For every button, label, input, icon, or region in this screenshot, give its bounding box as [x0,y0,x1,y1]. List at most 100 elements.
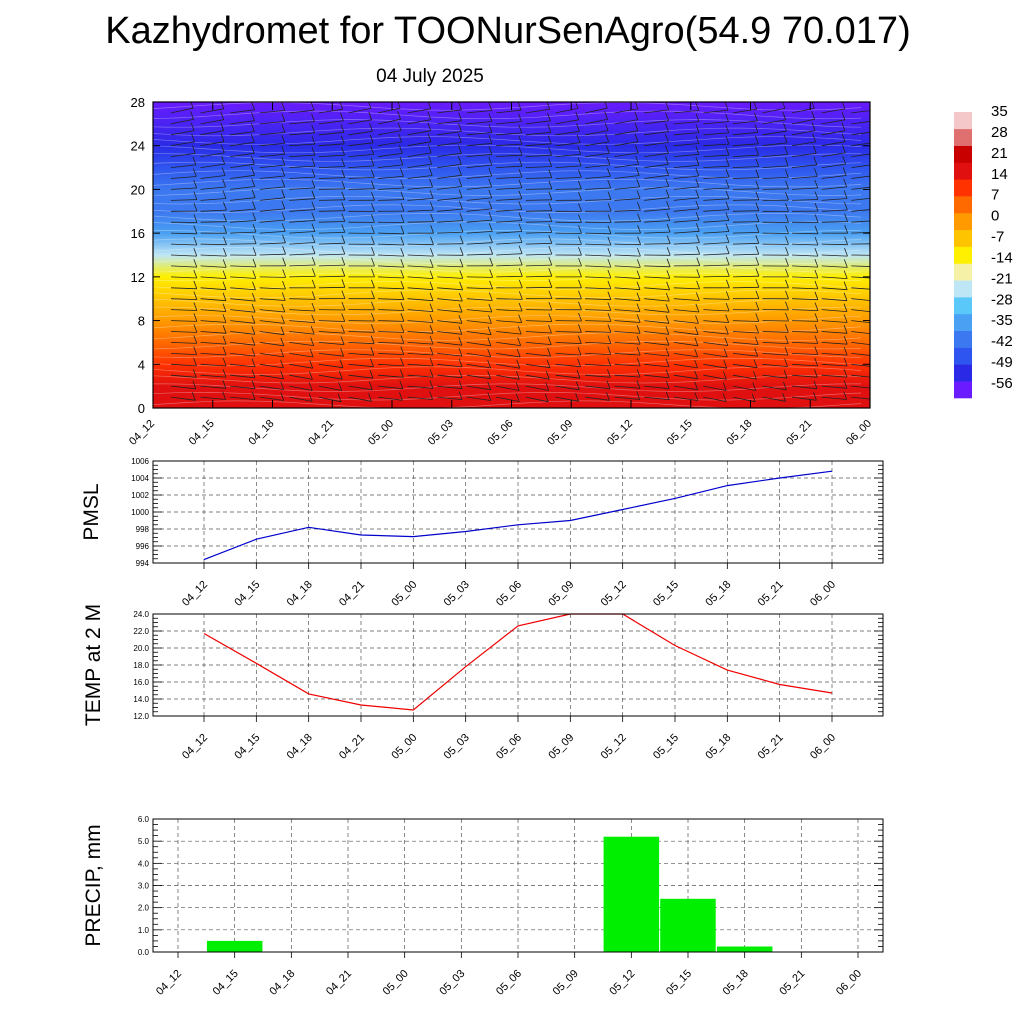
wind-barb [673,253,700,256]
wind-barb-flag [785,214,789,223]
wind-barb-flag [341,256,346,266]
wind-barb-flag [429,292,434,301]
wind-barb [821,186,847,190]
wind-barb-flag [694,370,699,379]
wind-barb-flag [607,236,612,246]
wind-barb [614,363,641,367]
wind-barb [170,385,196,390]
wind-barb-flag [725,158,730,167]
wind-barb [466,186,492,190]
precip-axis-label: PRECIP, mm [82,824,105,946]
wind-barb-flag [488,135,493,144]
wind-barb-flag [400,280,405,289]
wind-barb-flag [548,202,553,211]
wind-barb [614,309,641,312]
wind-barb [762,374,788,379]
wind-barb [230,152,255,157]
wind-barb [732,131,758,136]
x-tick-label: 05_12 [605,418,635,448]
wind-barb [289,109,315,114]
wind-barb-flag [341,313,346,322]
wind-barb [673,309,699,313]
wind-barb-flag [725,268,730,277]
wind-barb-flag [251,315,256,324]
wind-barb-flag [636,380,641,389]
wind-barb-flag [843,346,848,356]
wind-barb [407,198,434,201]
wind-barb [466,298,493,301]
wind-barb [377,320,404,322]
wind-barb [732,242,759,245]
wind-barb-flag [487,370,491,379]
wind-barb-flag [280,392,285,401]
wind-barb-flag [725,201,730,210]
colorbar-label: -28 [991,291,1013,308]
wind-barb [614,108,638,114]
wind-barb [585,363,611,367]
wind-barb [673,385,698,391]
isotherm-line [153,153,862,162]
wind-barb [259,309,285,313]
wind-barb-flag [873,370,876,378]
y-tick-label: 998 [136,525,150,534]
wind-barb-flag [193,214,198,223]
wind-barb [851,231,870,234]
wind-barb [437,109,462,114]
wind-barb-flag [785,203,789,212]
wind-barb-flag [370,358,374,367]
wind-barb [318,320,345,322]
wind-barb [762,331,789,333]
wind-barb-flag [428,155,433,165]
wind-barb-flag [429,178,433,188]
wind-barb [732,188,759,190]
wind-barb [259,287,286,290]
wind-barb [289,298,316,300]
wind-barb [496,298,523,300]
wind-barb-flag [636,190,641,199]
wind-barb [170,153,196,157]
wind-barb [200,152,225,157]
wind-barb [703,374,727,380]
wind-barb [821,152,846,157]
wind-barb-flag [458,102,462,110]
wind-barb-flag [754,112,758,121]
wind-barb [289,242,315,245]
wind-barb-flag [874,236,877,244]
wind-barb [585,232,612,235]
wind-barb-flag [488,292,493,301]
wind-barb [792,141,816,147]
wind-barb-flag [636,346,641,356]
wind-barb-flag [489,269,494,278]
wind-barb [585,199,612,201]
wind-barb-flag [814,324,819,333]
wind-barb-flag [458,189,463,198]
wind-barb-flag [666,200,670,210]
wind-barb-flag [784,169,789,178]
wind-barb-flag [577,146,582,155]
wind-barb [525,374,550,380]
x-tick-label: 05_18 [703,732,733,762]
x-tick-label: 05_03 [442,732,472,762]
wind-barb [318,131,344,136]
wind-barb-flag [222,391,226,400]
x-tick-label: 05_12 [599,732,629,762]
wind-barb-flag [488,189,493,199]
wind-barb [792,353,818,355]
wind-barb-flag [428,167,433,176]
wind-barb-flag [785,247,789,256]
wind-barb [318,374,343,380]
wind-barb-flag [281,189,286,198]
wind-barb [851,309,870,313]
wind-barb [703,396,727,402]
wind-barb [230,342,255,346]
wind-barb-flag [193,269,198,279]
wind-barb-flag [310,337,315,346]
wind-barb-flag [755,169,760,178]
y-tick-label: 1000 [131,508,149,517]
wind-barb-flag [725,147,730,156]
isotherm-line [153,340,862,350]
wind-barb [821,320,848,323]
wind-barb-flag [368,102,372,109]
wind-barb [377,353,404,355]
isotherm-line [153,161,862,171]
